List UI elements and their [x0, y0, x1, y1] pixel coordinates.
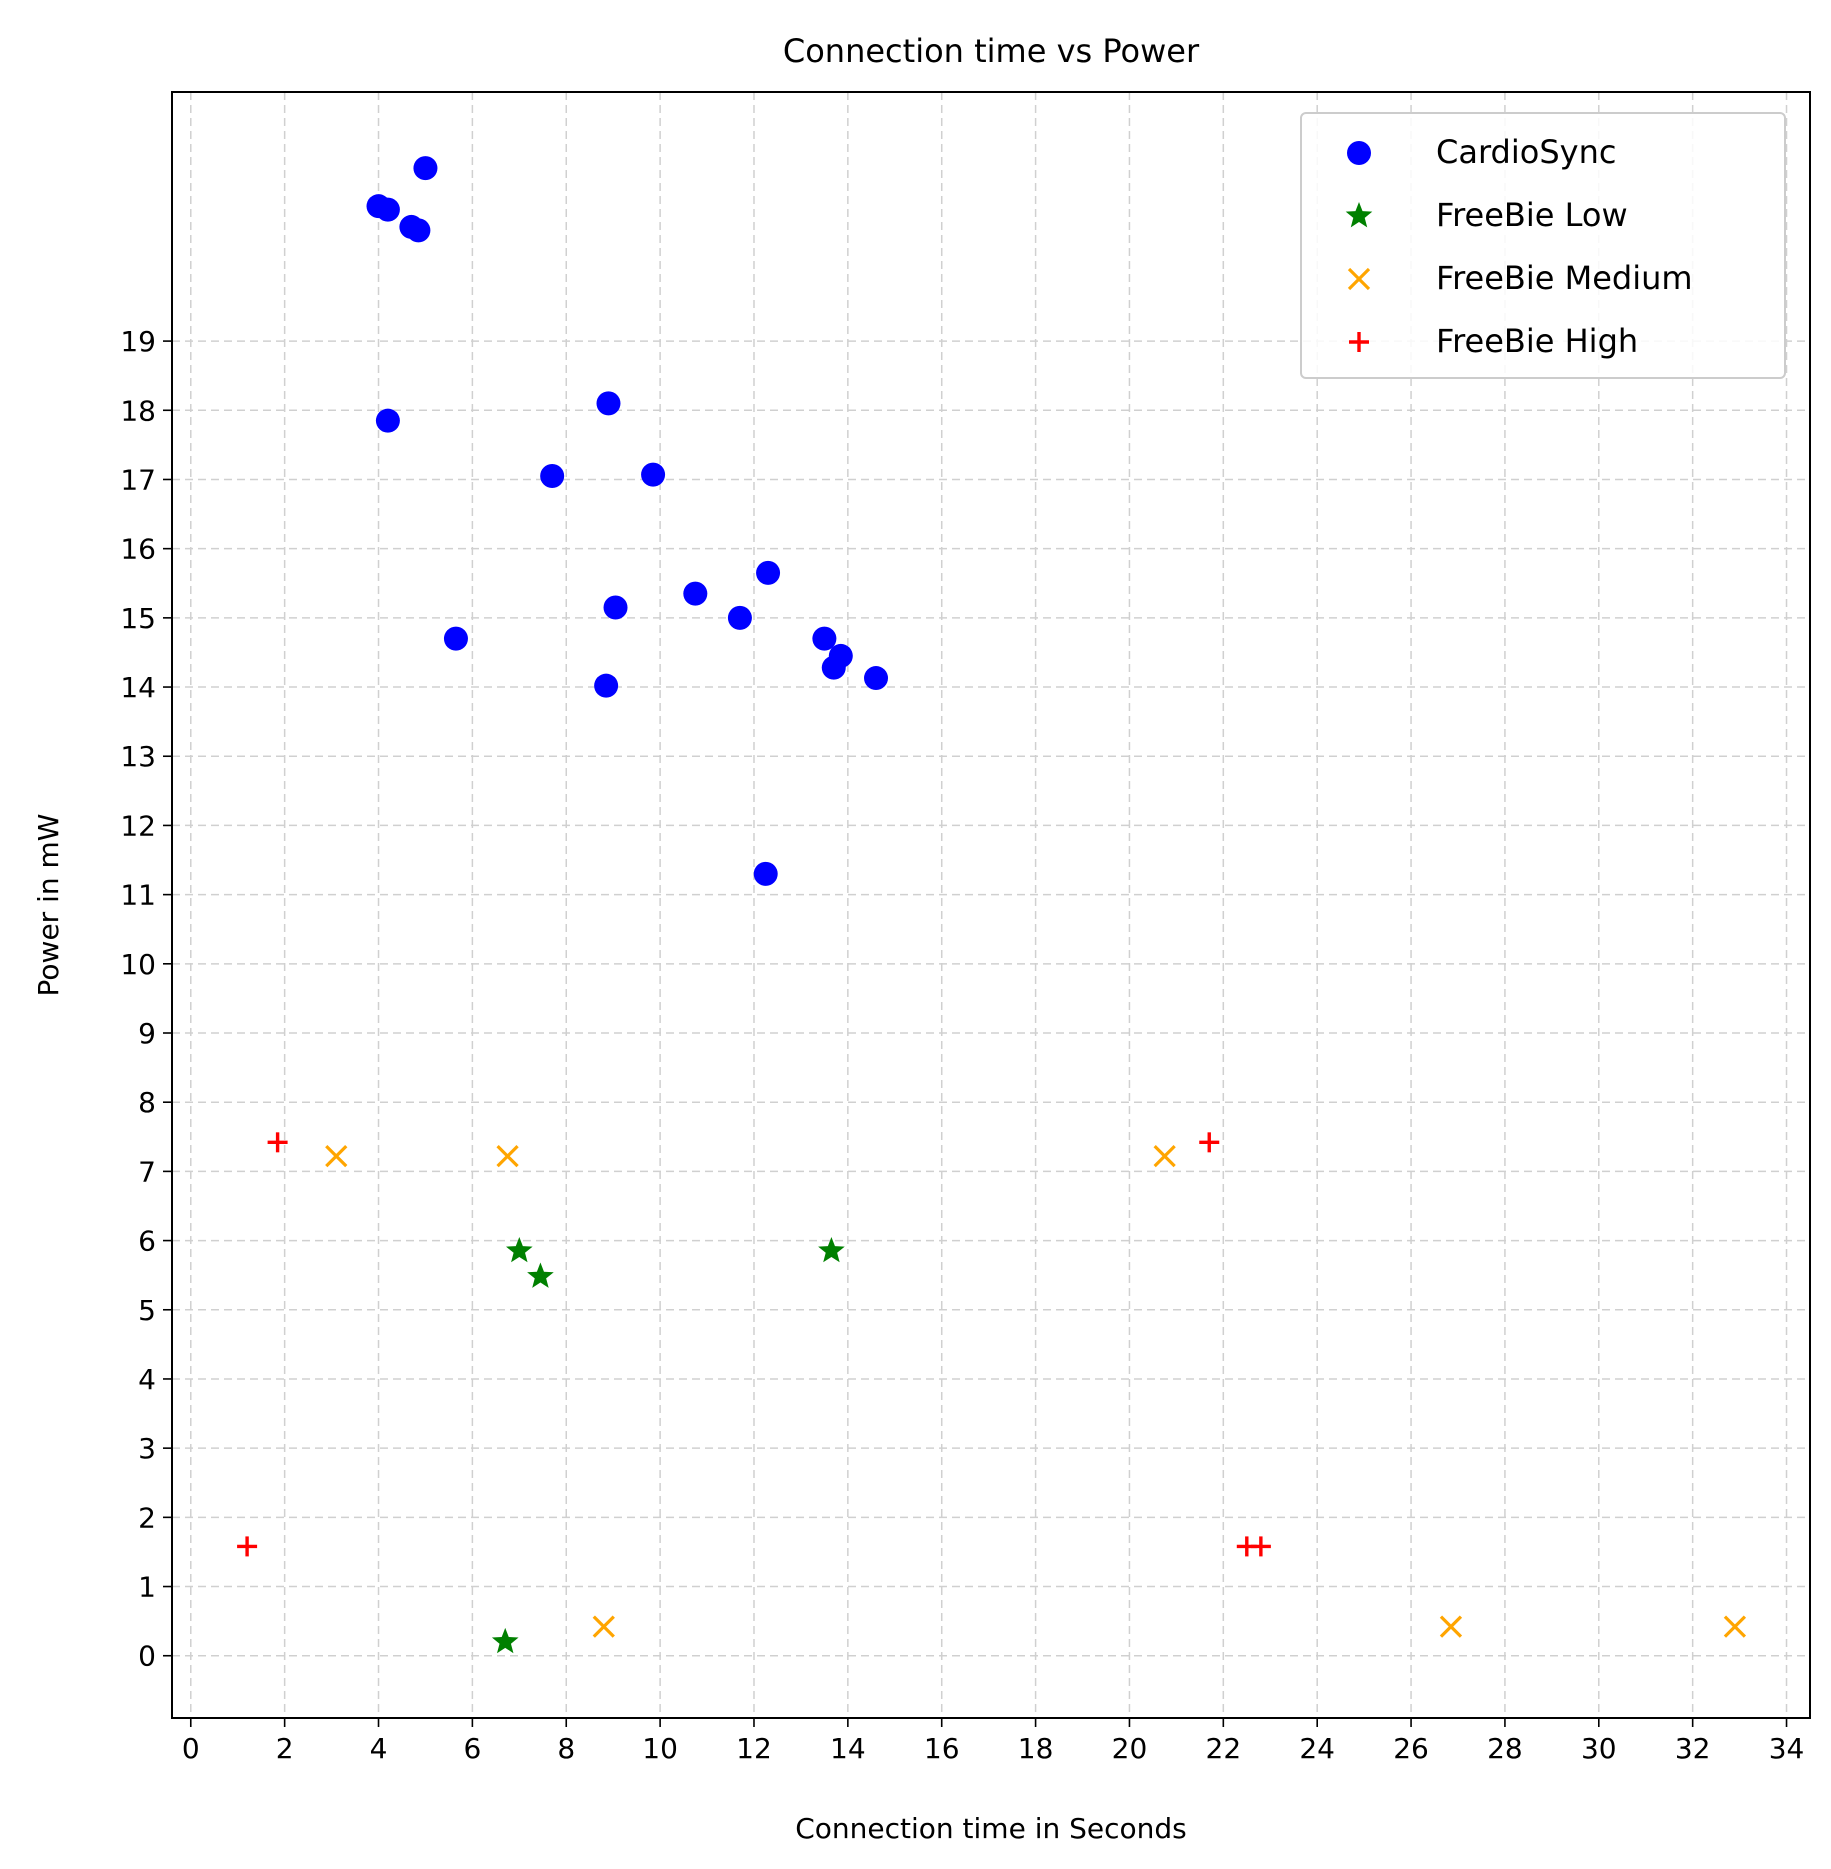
legend-label-cardiosync: CardioSync — [1436, 133, 1616, 171]
legend-box — [1300, 112, 1786, 379]
marker-stroke — [325, 1145, 348, 1168]
cardiosync-point — [375, 197, 400, 222]
y-tick-label: 7 — [138, 1155, 156, 1188]
legend: CardioSync FreeBie Low FreeBie Medium FreeB… — [1300, 112, 1786, 379]
cardiosync-point — [683, 581, 708, 606]
marker-stroke — [1153, 1145, 1176, 1168]
x-tick-label: 10 — [642, 1732, 678, 1765]
y-tick-label: 16 — [120, 533, 156, 566]
x-tick-label: 16 — [924, 1732, 960, 1765]
grid — [172, 92, 1810, 1718]
y-tick-label: 9 — [138, 1017, 156, 1050]
legend-marker-freebie-medium — [1347, 267, 1371, 291]
y-tick-label: 19 — [120, 325, 156, 358]
axes: 0 2 4 6 8 10 12 14 16 18 20 22 24 26 28 30 32 34012345678… — [120, 325, 1804, 1765]
y-tick-label: 15 — [120, 602, 156, 635]
y-tick-label: 11 — [120, 879, 156, 912]
freebie-high-point — [267, 1132, 288, 1153]
y-axis-label: Power in mW — [32, 814, 65, 997]
cardiosync-point — [864, 666, 889, 691]
cardiosync-point — [812, 626, 837, 651]
legend-marker-freebie-low — [1345, 202, 1373, 228]
y-tick-label: 4 — [138, 1363, 156, 1396]
y-tick-label: 14 — [120, 671, 156, 704]
x-tick-label: 14 — [830, 1732, 866, 1765]
freebie-medium-point — [1723, 1615, 1747, 1638]
y-tick-label: 8 — [138, 1086, 156, 1119]
cardiosync-point — [596, 391, 621, 416]
x-tick-label: 6 — [463, 1732, 481, 1765]
x-tick-label: 0 — [182, 1732, 200, 1765]
marker-stroke — [592, 1615, 615, 1638]
cardiosync-point — [406, 218, 431, 243]
x-tick-label: 34 — [1769, 1732, 1805, 1765]
y-tick-label: 12 — [120, 809, 156, 842]
x-tick-label: 4 — [370, 1732, 388, 1765]
freebie-low-point — [506, 1236, 533, 1263]
cardiosync-point — [727, 605, 752, 630]
marker-stroke — [1723, 1615, 1747, 1638]
freebie-high-point — [237, 1536, 258, 1557]
x-tick-label: 22 — [1206, 1732, 1242, 1765]
freebie-low-point — [491, 1627, 519, 1654]
x-tick-label: 12 — [736, 1732, 772, 1765]
freebie-high-point — [1199, 1132, 1220, 1153]
x-tick-label: 28 — [1487, 1732, 1523, 1765]
x-tick-label: 26 — [1393, 1732, 1429, 1765]
cardiosync-point — [443, 626, 468, 651]
y-tick-label: 3 — [138, 1432, 156, 1465]
y-tick-label: 13 — [120, 740, 156, 773]
y-tick-label: 10 — [120, 948, 156, 981]
x-tick-label: 2 — [276, 1732, 294, 1765]
x-tick-label: 18 — [1018, 1732, 1054, 1765]
freebie-medium-point — [1153, 1145, 1176, 1168]
y-tick-label: 18 — [120, 394, 156, 427]
y-tick-label: 17 — [120, 463, 156, 496]
legend-label-freebie-low: FreeBie Low — [1436, 196, 1628, 234]
y-tick-label: 1 — [138, 1571, 156, 1604]
freebie-low-point — [527, 1262, 554, 1288]
legend-marker-freebie-high — [1349, 332, 1369, 352]
legend-label-freebie-medium: FreeBie Medium — [1436, 259, 1693, 297]
x-tick-label: 32 — [1675, 1732, 1711, 1765]
y-tick-label: 0 — [138, 1640, 156, 1673]
cardiosync-point — [603, 595, 628, 620]
chart-title: Connection time vs Power — [783, 32, 1200, 70]
x-tick-label: 20 — [1112, 1732, 1148, 1765]
cardiosync-point — [413, 156, 438, 181]
cardiosync-point — [641, 462, 666, 487]
legend-marker-cardiosync — [1347, 141, 1371, 165]
y-tick-label: 6 — [138, 1225, 156, 1258]
legend-label-freebie-high: FreeBie High — [1436, 322, 1638, 360]
freebie-medium-point — [1439, 1615, 1463, 1638]
x-tick-label: 8 — [557, 1732, 575, 1765]
cardiosync-point — [821, 655, 846, 680]
cardiosync-point — [756, 560, 781, 585]
plot-frame — [171, 91, 1811, 1719]
marker-stroke — [1347, 267, 1371, 291]
data-points — [237, 156, 1747, 1654]
cardiosync-point — [594, 673, 619, 698]
freebie-low-point — [818, 1236, 845, 1263]
freebie-high-point — [1250, 1536, 1271, 1557]
x-tick-label: 24 — [1299, 1732, 1335, 1765]
cardiosync-point — [753, 861, 778, 886]
marker-stroke — [1439, 1615, 1463, 1638]
y-tick-label: 5 — [138, 1294, 156, 1327]
freebie-medium-point — [496, 1145, 519, 1168]
y-tick-label: 2 — [138, 1501, 156, 1534]
x-tick-label: 30 — [1581, 1732, 1617, 1765]
x-axis-label: Connection time in Seconds — [795, 1812, 1187, 1845]
cardiosync-point — [540, 464, 565, 489]
cardiosync-point — [375, 408, 400, 433]
freebie-medium-point — [592, 1615, 615, 1638]
freebie-medium-point — [325, 1145, 348, 1168]
marker-stroke — [496, 1145, 519, 1168]
